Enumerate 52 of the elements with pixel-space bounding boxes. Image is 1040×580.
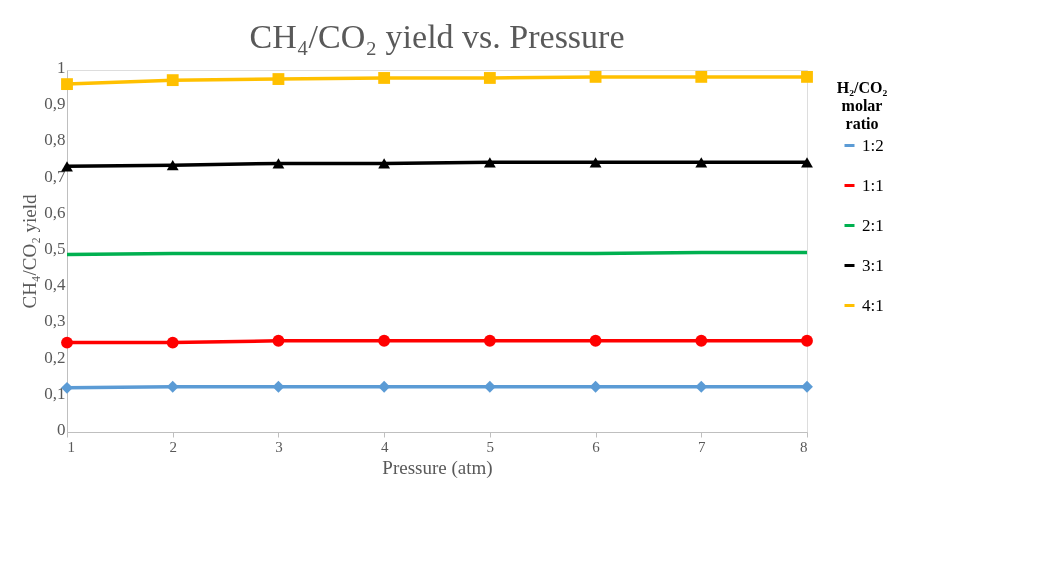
point — [483, 334, 496, 347]
legend-label: 1:1 — [862, 175, 884, 195]
y-tick-label: 0,6 — [44, 202, 66, 222]
point — [272, 334, 285, 347]
x-tick-label: 2 — [169, 438, 177, 455]
y-tick-label: 0,9 — [44, 94, 66, 114]
x-tick-label: 4 — [380, 438, 389, 455]
x-tick-label: 8 — [800, 438, 808, 455]
point — [589, 157, 602, 168]
y-axis-title: CH₄/CO₂ yield — [19, 193, 41, 309]
point — [695, 70, 708, 83]
point — [483, 157, 496, 168]
legend-label: 2:1 — [862, 215, 884, 235]
point — [61, 336, 73, 349]
point — [801, 380, 813, 393]
point — [166, 336, 179, 349]
point — [483, 72, 496, 84]
point — [801, 157, 813, 168]
point — [272, 158, 285, 169]
y-tick-label: 0,7 — [44, 166, 66, 186]
chart-title: CH₄/CO₂ yield vs. Pressure — [249, 17, 625, 55]
legend-label: 3:1 — [862, 255, 884, 275]
legend-label: 4:1 — [862, 295, 884, 315]
point — [801, 70, 813, 83]
x-tick-label: 6 — [592, 438, 601, 455]
x-tick-label: 5 — [486, 438, 495, 455]
point — [589, 70, 602, 83]
point — [695, 334, 708, 347]
y-tick-label: 0,4 — [44, 275, 66, 295]
y-tick-label: 0,1 — [44, 383, 66, 403]
y-tick-label: 0,8 — [44, 130, 66, 150]
point — [378, 334, 391, 347]
legend-label: 1:2 — [862, 135, 884, 155]
point — [378, 158, 391, 169]
legend-title: H₂/CO₂ molar ratio — [836, 79, 888, 132]
point — [166, 74, 179, 87]
point — [61, 78, 73, 91]
point — [166, 160, 179, 171]
point — [695, 157, 708, 168]
x-axis-title: Pressure (atm) — [382, 456, 493, 479]
point — [801, 334, 813, 347]
x-tick-label: 3 — [275, 438, 283, 455]
y-tick-label: 0 — [57, 420, 66, 439]
point — [272, 73, 285, 85]
point — [378, 72, 391, 84]
point — [589, 334, 602, 347]
y-tick-label: 0,5 — [44, 239, 66, 258]
y-tick-label: 1 — [57, 58, 66, 77]
y-tick-label: 0,3 — [44, 311, 66, 331]
y-tick-label: 0,2 — [44, 347, 66, 367]
point — [61, 161, 73, 172]
x-tick-label: 7 — [698, 438, 707, 455]
